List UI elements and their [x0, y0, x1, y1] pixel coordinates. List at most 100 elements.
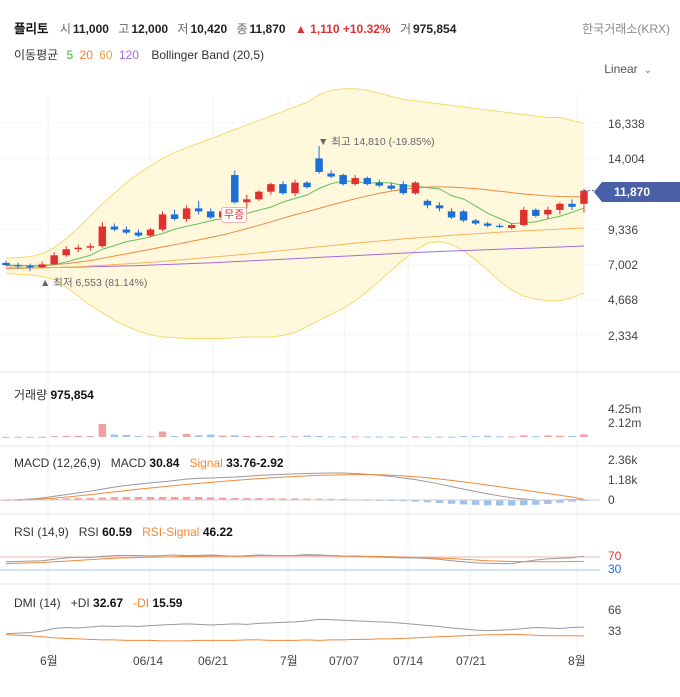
x-axis-label: 06/21: [198, 654, 229, 668]
stock-name: 플리토: [14, 22, 49, 36]
rsi-panel-title: RSI (14,9): [14, 525, 69, 539]
macd-signal-value: 33.76-2.92: [226, 456, 284, 470]
macd-histogram-bar: [507, 500, 516, 506]
macd-histogram-bar: [435, 500, 444, 504]
x-axis-label: 7월: [280, 654, 298, 668]
volume-bar: [556, 435, 564, 437]
macd-histogram-bar: [483, 500, 492, 506]
volume-bar: [339, 436, 347, 438]
macd-histogram-bar: [62, 498, 70, 500]
x-axis-label: 07/21: [456, 654, 487, 668]
candle-body: [351, 178, 359, 185]
macd-histogram-bar: [122, 496, 131, 500]
max-price-note: ▼ 최고 14,810 (-19.85%): [318, 136, 435, 148]
volume-bar: [243, 435, 251, 437]
volume-bar: [520, 435, 528, 437]
volume-bar: [411, 436, 420, 438]
macd-histogram-bar: [231, 497, 239, 500]
open-label: 시: [59, 22, 71, 36]
ma60-line: [5, 227, 584, 270]
macd-histogram-bar: [327, 498, 335, 500]
volume-bar: [2, 436, 10, 438]
volume-bar: [231, 435, 239, 437]
macd-histogram-bar: [279, 498, 287, 500]
volume-bar: [194, 435, 203, 437]
high-label: 고: [118, 22, 130, 36]
macd-tick: 2.36k: [608, 453, 638, 467]
ma-legend-120[interactable]: 120: [118, 48, 139, 62]
price-tick: 2,334: [608, 329, 639, 343]
high-value: 12,000: [131, 22, 169, 36]
mdi-value: 15.59: [152, 596, 183, 610]
mdi-line: [5, 633, 584, 642]
price-tick: 7,002: [608, 258, 639, 272]
candle-body: [255, 191, 263, 200]
rsi-panel-label: RSI (14,9) RSI 60.59 RSI-Signal 46.22: [14, 525, 233, 539]
dmi-tick: 66: [608, 603, 622, 617]
candle-body: [62, 249, 70, 256]
x-axis-label: 8월: [568, 654, 586, 668]
scale-select-value: Linear: [604, 62, 638, 76]
exchange-label: 한국거래소(KRX): [582, 22, 670, 36]
volume-bar: [399, 436, 408, 438]
volume-value: 975,854: [412, 22, 457, 36]
volume-bar: [363, 436, 371, 438]
candle-body: [520, 209, 528, 226]
macd-histogram-bar: [532, 500, 540, 505]
bollinger-legend[interactable]: Bollinger Band (20,5): [151, 48, 265, 62]
price-tick: 14,004: [608, 152, 645, 166]
macd-histogram-bar: [556, 500, 564, 503]
candle-body: [26, 265, 34, 268]
rsi-tick-30: 30: [608, 562, 622, 576]
candle-body: [291, 182, 299, 194]
macd-histogram-bar: [339, 498, 347, 500]
change-value: 1,110: [310, 22, 340, 36]
volume-bar: [315, 435, 323, 437]
volume-bar: [74, 435, 82, 437]
macd-histogram-bar: [568, 500, 576, 502]
pdi-line: [5, 618, 584, 635]
volume-bar: [387, 436, 396, 438]
chevron-down-icon: ⌄: [643, 65, 652, 76]
candle-body: [399, 184, 408, 194]
candle-body: [2, 262, 10, 266]
candle-body: [387, 185, 396, 189]
candle-body: [110, 226, 119, 230]
close-label: 종: [236, 22, 248, 36]
volume-bar: [544, 435, 552, 437]
volume-bar: [279, 436, 287, 438]
candle-body: [38, 264, 46, 268]
candle-body: [50, 255, 58, 265]
bollinger-band-area: [6, 88, 584, 339]
macd-signal-line: [5, 474, 585, 501]
volume-bar: [495, 436, 504, 438]
volume-bar: [375, 436, 384, 438]
candle-body: [423, 200, 432, 206]
volume-bar: [26, 436, 34, 438]
price-tick: 4,668: [608, 293, 639, 307]
volume-bar: [568, 435, 576, 437]
macd-histogram-bar: [146, 496, 155, 500]
ma-legend-20[interactable]: 20: [79, 48, 93, 62]
bollinger-lower-line: [5, 241, 585, 340]
ma-legend-title: 이동평균: [14, 48, 59, 62]
macd-histogram-bar: [219, 497, 227, 500]
volume-bar: [14, 436, 22, 438]
candle-body: [74, 247, 82, 250]
volume-bar: [62, 435, 70, 437]
scale-select[interactable]: Linear ⌄: [604, 62, 652, 76]
ma-legend-5[interactable]: 5: [66, 48, 74, 62]
macd-histogram-bar: [471, 500, 480, 505]
volume-bar: [580, 434, 588, 437]
event-badge[interactable]: 무증: [221, 207, 248, 223]
macd-histogram-bar: [158, 496, 167, 500]
candle-body: [447, 211, 456, 218]
macd-histogram-bar: [411, 500, 420, 502]
rsi-line-label: RSI: [78, 525, 99, 539]
volume-bar: [86, 436, 95, 438]
ma-legend-60[interactable]: 60: [99, 48, 113, 62]
macd-line: [5, 472, 584, 501]
volume-bar: [134, 435, 143, 437]
macd-panel-title: MACD (12,26,9): [14, 456, 101, 470]
